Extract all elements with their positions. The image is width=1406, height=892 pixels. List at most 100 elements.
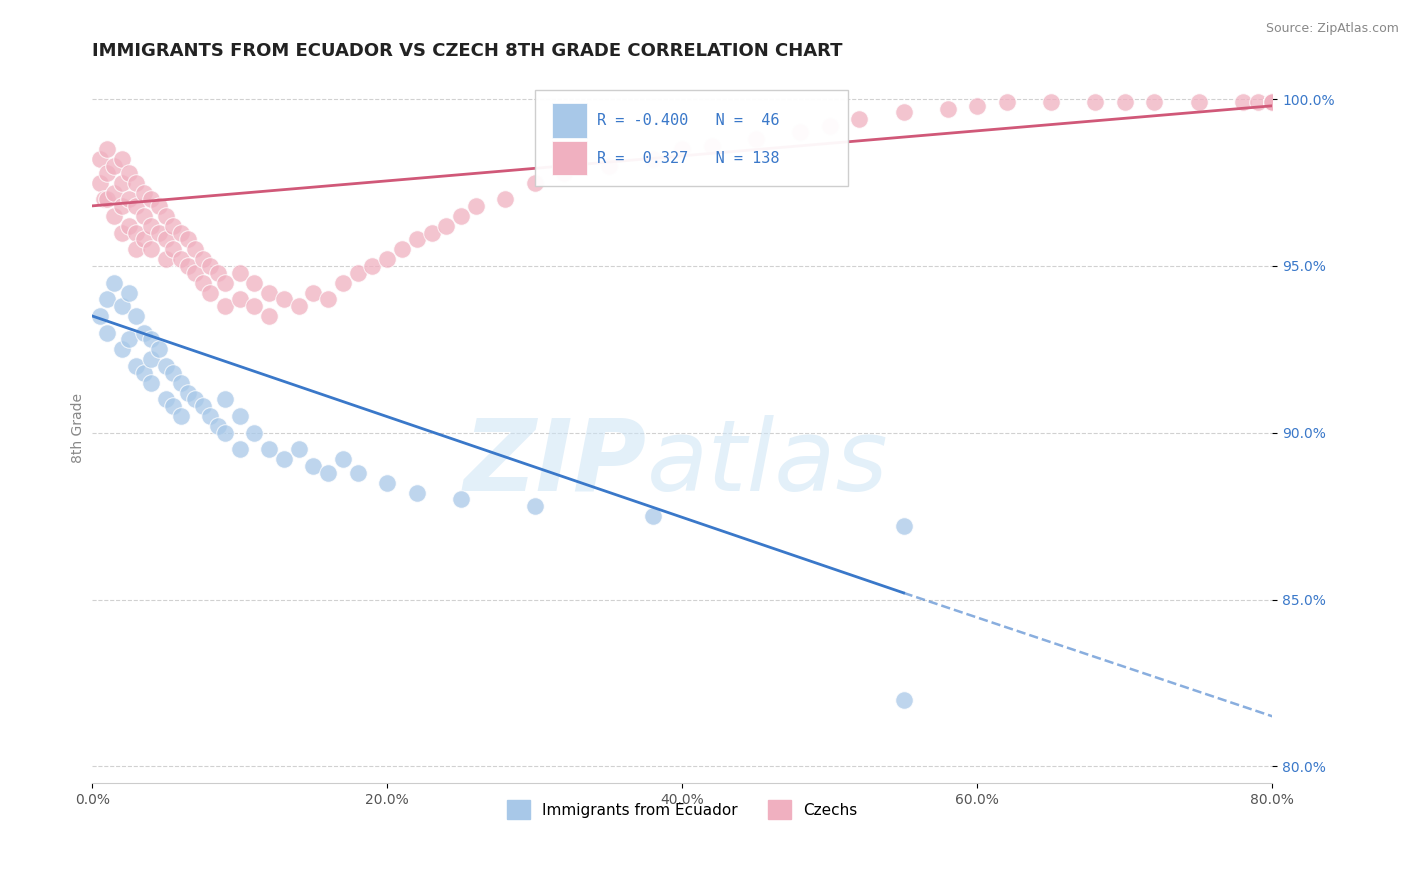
Point bbox=[103, 186, 125, 200]
Point bbox=[228, 266, 250, 280]
Point bbox=[125, 309, 148, 323]
Point bbox=[346, 466, 368, 480]
Point bbox=[273, 293, 295, 307]
Point bbox=[125, 176, 148, 190]
Point bbox=[1261, 95, 1284, 110]
Point bbox=[450, 209, 472, 223]
Point bbox=[700, 138, 723, 153]
Point bbox=[1084, 95, 1107, 110]
Point bbox=[132, 326, 155, 340]
Point bbox=[191, 252, 214, 267]
Point bbox=[641, 509, 664, 524]
Point bbox=[118, 219, 141, 233]
Point bbox=[1261, 95, 1284, 110]
Point bbox=[177, 385, 200, 400]
Point bbox=[1261, 95, 1284, 110]
Point bbox=[141, 376, 163, 390]
Point bbox=[162, 219, 184, 233]
Point bbox=[111, 176, 134, 190]
Point bbox=[1261, 95, 1284, 110]
Point bbox=[155, 359, 177, 373]
Point bbox=[346, 266, 368, 280]
Point bbox=[523, 499, 546, 513]
Point bbox=[405, 232, 427, 246]
Point bbox=[405, 485, 427, 500]
Point bbox=[1261, 95, 1284, 110]
Point bbox=[125, 359, 148, 373]
Text: R = -0.400   N =  46: R = -0.400 N = 46 bbox=[598, 112, 780, 128]
Point bbox=[302, 285, 325, 300]
Point bbox=[1261, 95, 1284, 110]
Point bbox=[111, 152, 134, 166]
Point bbox=[966, 99, 988, 113]
Legend: Immigrants from Ecuador, Czechs: Immigrants from Ecuador, Czechs bbox=[501, 794, 863, 825]
Point bbox=[1261, 95, 1284, 110]
Point bbox=[93, 192, 115, 206]
Point bbox=[1040, 95, 1063, 110]
Point bbox=[1261, 95, 1284, 110]
Point bbox=[257, 285, 280, 300]
Point bbox=[1261, 95, 1284, 110]
Point bbox=[257, 442, 280, 457]
Point bbox=[450, 492, 472, 507]
Point bbox=[464, 199, 486, 213]
Point bbox=[214, 276, 236, 290]
Point bbox=[243, 299, 266, 313]
Point bbox=[96, 142, 118, 156]
Point bbox=[1261, 95, 1284, 110]
Point bbox=[162, 366, 184, 380]
Point bbox=[89, 309, 111, 323]
Point bbox=[1261, 95, 1284, 110]
Point bbox=[1261, 95, 1284, 110]
Text: ZIP: ZIP bbox=[464, 415, 647, 512]
Point bbox=[494, 192, 516, 206]
Point bbox=[118, 192, 141, 206]
Point bbox=[111, 343, 134, 357]
Point bbox=[1261, 95, 1284, 110]
Point bbox=[1261, 95, 1284, 110]
Point bbox=[89, 176, 111, 190]
Point bbox=[207, 266, 229, 280]
Point bbox=[1261, 95, 1284, 110]
Point bbox=[155, 392, 177, 407]
Point bbox=[162, 242, 184, 256]
Point bbox=[1261, 95, 1284, 110]
Point bbox=[96, 192, 118, 206]
Point bbox=[273, 452, 295, 467]
Point bbox=[1261, 95, 1284, 110]
Point bbox=[200, 259, 222, 273]
Point bbox=[1261, 95, 1284, 110]
Point bbox=[162, 399, 184, 413]
Point bbox=[184, 242, 207, 256]
Point bbox=[170, 376, 193, 390]
Point bbox=[148, 343, 170, 357]
Point bbox=[148, 226, 170, 240]
Point bbox=[287, 299, 309, 313]
Point bbox=[1261, 95, 1284, 110]
Point bbox=[89, 152, 111, 166]
Text: IMMIGRANTS FROM ECUADOR VS CZECH 8TH GRADE CORRELATION CHART: IMMIGRANTS FROM ECUADOR VS CZECH 8TH GRA… bbox=[93, 42, 842, 60]
Point bbox=[332, 276, 354, 290]
Point bbox=[1261, 95, 1284, 110]
Point bbox=[1261, 95, 1284, 110]
Point bbox=[1261, 95, 1284, 110]
Point bbox=[1261, 95, 1284, 110]
Point bbox=[148, 199, 170, 213]
Point bbox=[118, 285, 141, 300]
Point bbox=[893, 692, 915, 706]
Point bbox=[1261, 95, 1284, 110]
Point bbox=[375, 252, 398, 267]
Point bbox=[1261, 95, 1284, 110]
Point bbox=[1261, 95, 1284, 110]
Point bbox=[1261, 95, 1284, 110]
Point bbox=[207, 419, 229, 434]
Point bbox=[103, 209, 125, 223]
Point bbox=[141, 352, 163, 367]
Point bbox=[523, 176, 546, 190]
Point bbox=[243, 276, 266, 290]
Point bbox=[125, 242, 148, 256]
Point bbox=[184, 392, 207, 407]
Point bbox=[170, 226, 193, 240]
Point bbox=[1261, 95, 1284, 110]
Point bbox=[553, 165, 575, 179]
